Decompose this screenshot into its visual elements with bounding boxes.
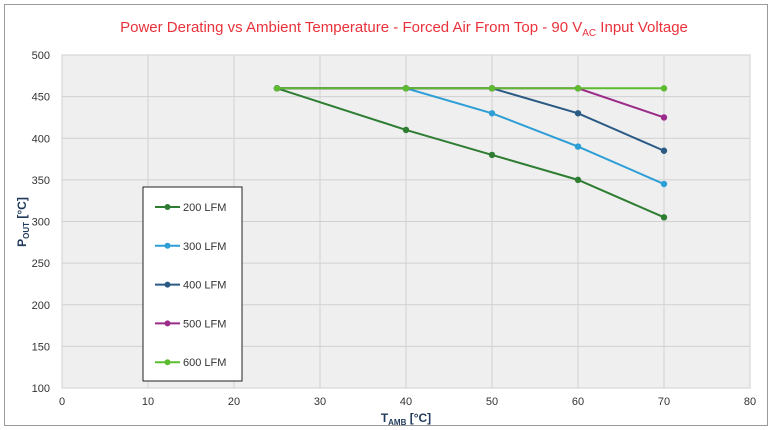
data-point <box>273 85 281 92</box>
legend-item: 500 LFM <box>155 318 226 330</box>
data-point <box>402 126 410 134</box>
x-tick-label: 60 <box>572 396 584 408</box>
series-600-lfm <box>273 85 668 92</box>
y-tick-label: 400 <box>32 133 50 145</box>
data-point <box>660 114 668 121</box>
y-tick-label: 350 <box>32 175 50 187</box>
y-tick-label: 100 <box>32 383 50 395</box>
legend-swatch-marker <box>164 204 171 210</box>
data-point <box>574 85 582 92</box>
y-tick-label: 300 <box>32 217 50 229</box>
x-tick-label: 80 <box>744 396 756 408</box>
x-tick-labels: 0 10 20 30 40 50 60 70 80 <box>59 396 756 408</box>
legend-label: 600 LFM <box>183 357 226 369</box>
x-tick-label: 50 <box>486 396 498 408</box>
y-axis-label: POUT [°C] <box>15 197 31 247</box>
data-point <box>574 176 582 184</box>
y-tick-label: 200 <box>32 300 50 312</box>
data-point <box>660 85 668 92</box>
legend-item: 300 LFM <box>155 241 226 253</box>
legend-label: 400 LFM <box>183 280 226 292</box>
x-tick-label: 40 <box>400 396 412 408</box>
data-point <box>660 214 668 221</box>
data-point <box>660 147 668 154</box>
y-tick-label: 450 <box>32 92 50 104</box>
data-point <box>660 180 668 188</box>
data-point <box>574 143 582 150</box>
legend-item: 200 LFM <box>155 202 226 214</box>
data-point <box>574 110 582 117</box>
x-tick-label: 20 <box>228 396 240 408</box>
x-tick-label: 30 <box>314 396 326 408</box>
legend-item: 400 LFM <box>155 280 226 292</box>
y-tick-labels: 100 150 200 250 300 350 400 450 500 <box>32 50 50 395</box>
legend-label: 500 LFM <box>183 318 226 330</box>
x-tick-label: 10 <box>142 396 154 408</box>
legend-swatch-marker <box>164 359 171 366</box>
y-tick-label: 150 <box>32 341 50 353</box>
y-tick-label: 250 <box>32 258 50 270</box>
data-point <box>488 151 496 159</box>
legend-label: 300 LFM <box>183 241 226 253</box>
data-point <box>488 85 496 92</box>
legend-swatch-marker <box>164 320 171 327</box>
series-lines <box>273 85 668 221</box>
legend-item: 600 LFM <box>155 357 226 369</box>
legend: 200 LFM 300 LFM 400 LFM 500 LFM 600 LFM <box>142 186 243 382</box>
legend-label: 200 LFM <box>183 202 226 214</box>
x-tick-label: 0 <box>59 396 65 408</box>
y-tick-label: 500 <box>32 50 50 62</box>
x-axis-label: TAMB [°C] <box>381 411 431 427</box>
data-point <box>488 110 496 117</box>
data-point <box>402 85 410 92</box>
legend-swatch-marker <box>164 242 171 249</box>
legend-swatch-marker <box>164 281 171 288</box>
chart-title: Power Derating vs Ambient Temperature - … <box>120 19 688 39</box>
x-tick-label: 70 <box>658 396 670 408</box>
